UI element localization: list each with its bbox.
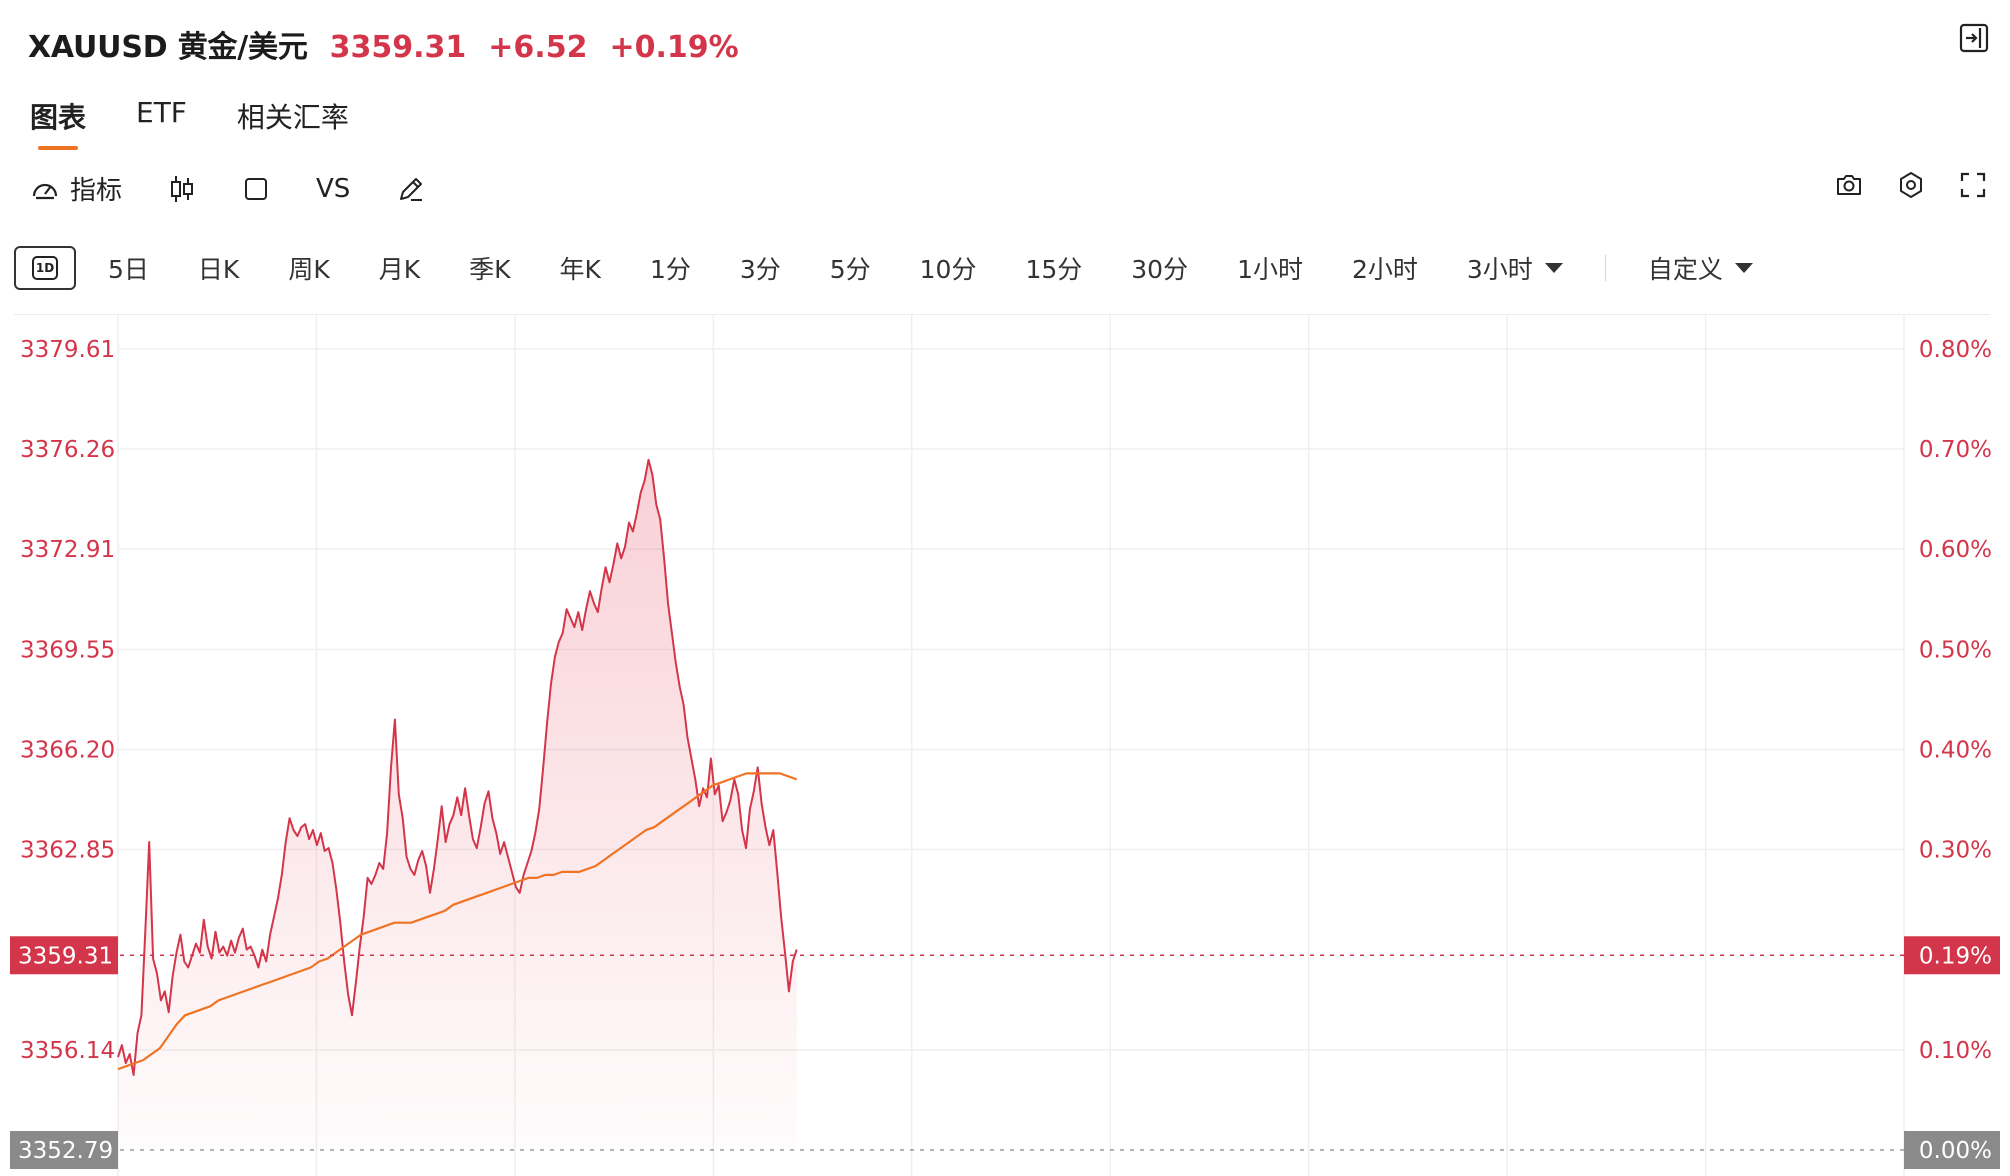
price-change: +6.52 bbox=[488, 30, 588, 65]
layout-button[interactable] bbox=[242, 175, 270, 203]
y-tick-left: 3379.61 bbox=[20, 337, 115, 363]
period-3min[interactable]: 3分 bbox=[739, 255, 781, 284]
current-price-badge-bg bbox=[10, 936, 118, 975]
price-area-fill bbox=[118, 459, 797, 1150]
price-change-percent: +0.19% bbox=[609, 30, 739, 65]
reference-lines bbox=[10, 954, 2000, 1151]
current-pct-badge: 0.19% bbox=[1919, 943, 1992, 969]
candlestick-icon bbox=[168, 174, 196, 204]
axis-labels: 3379.61 0.80% 3376.26 0.70% 3372.91 0.60% 3369… bbox=[10, 337, 2000, 1169]
period-divider bbox=[1604, 255, 1606, 281]
ma-line bbox=[117, 772, 798, 1071]
last-price: 3359.31 bbox=[329, 30, 467, 65]
collapse-panel-icon[interactable] bbox=[1958, 22, 1990, 54]
pencil-icon bbox=[396, 174, 426, 204]
y-tick-right: 0.70% bbox=[1919, 437, 1992, 463]
custom-period-dropdown[interactable]: 自定义 bbox=[1648, 250, 1753, 286]
period-yearly[interactable]: 年K bbox=[559, 255, 601, 284]
drawing-button[interactable] bbox=[396, 174, 426, 204]
y-tick-right: 0.10% bbox=[1919, 1038, 1992, 1064]
y-tick-left: 3366.20 bbox=[20, 738, 115, 764]
period-15min[interactable]: 15分 bbox=[1025, 255, 1083, 284]
gear-icon bbox=[1896, 170, 1926, 200]
y-tick-right: 0.30% bbox=[1919, 838, 1992, 864]
tab-related-fx[interactable]: 相关汇率 bbox=[236, 101, 349, 134]
period-selector: 1D 5日 日K 周K 月K 季K 年K 1分 3分 5分 10分 15分 30… bbox=[14, 246, 1753, 290]
period-5min[interactable]: 5分 bbox=[829, 255, 871, 284]
indicators-button[interactable]: 指标 bbox=[30, 170, 122, 207]
chart-toolbar: 指标 VS bbox=[30, 170, 426, 207]
candlestick-type-button[interactable] bbox=[168, 174, 196, 204]
square-icon bbox=[242, 175, 270, 203]
period-intraday-button[interactable]: 1D bbox=[14, 246, 76, 290]
screenshot-button[interactable] bbox=[1834, 170, 1864, 200]
compare-label: VS bbox=[316, 173, 351, 204]
custom-period-label: 自定义 bbox=[1647, 255, 1723, 284]
period-10min[interactable]: 10分 bbox=[919, 255, 977, 284]
period-monthly[interactable]: 月K bbox=[378, 255, 421, 284]
camera-icon bbox=[1834, 170, 1864, 200]
y-tick-right: 0.80% bbox=[1919, 337, 1992, 363]
y-tick-right: 0.60% bbox=[1919, 537, 1992, 563]
period-3h-dropdown[interactable]: 3小时 bbox=[1467, 250, 1563, 286]
period-3h-label: 3小时 bbox=[1466, 255, 1533, 284]
period-daily[interactable]: 日K bbox=[197, 255, 240, 284]
period-30min[interactable]: 30分 bbox=[1131, 255, 1189, 284]
indicators-label: 指标 bbox=[70, 176, 123, 206]
tab-chart[interactable]: 图表 bbox=[30, 96, 86, 150]
tab-etf[interactable]: ETF bbox=[136, 96, 187, 129]
period-quarterly[interactable]: 季K bbox=[469, 255, 511, 284]
fullscreen-button[interactable] bbox=[1958, 170, 1988, 200]
caret-down-icon bbox=[1734, 263, 1753, 273]
y-tick-right: 0.50% bbox=[1919, 637, 1992, 663]
period-1h[interactable]: 1小时 bbox=[1237, 255, 1303, 284]
prev-close-badge-bg bbox=[10, 1131, 118, 1169]
chart-toolbar-right bbox=[1834, 170, 1988, 200]
current-price-badge: 3359.31 bbox=[18, 943, 113, 969]
price-lines bbox=[117, 458, 798, 1076]
prev-close-badge: 3352.79 bbox=[18, 1138, 113, 1164]
y-tick-left: 3369.55 bbox=[20, 637, 115, 663]
compare-button[interactable]: VS bbox=[316, 174, 350, 204]
prev-close-pct-badge: 0.00% bbox=[1919, 1138, 1992, 1164]
prev-close-pct-badge-bg bbox=[1904, 1131, 2000, 1169]
caret-down-icon bbox=[1544, 263, 1563, 273]
y-tick-left: 3376.26 bbox=[20, 437, 115, 463]
quote-header: XAUUSD 黄金/美元 3359.31 +6.52 +0.19% bbox=[28, 22, 739, 66]
y-tick-left: 3362.85 bbox=[20, 838, 115, 864]
period-weekly[interactable]: 周K bbox=[288, 255, 330, 284]
y-tick-left: 3372.91 bbox=[20, 537, 115, 563]
period-5d[interactable]: 5日 bbox=[108, 255, 149, 284]
price-line bbox=[117, 458, 798, 1076]
current-pct-badge-bg bbox=[1904, 936, 2000, 975]
price-area bbox=[118, 459, 797, 1150]
content-tabs: 图表 ETF 相关汇率 bbox=[30, 96, 349, 150]
period-2h[interactable]: 2小时 bbox=[1352, 255, 1418, 284]
intraday-price-chart[interactable]: 3379.61 0.80% 3376.26 0.70% 3372.91 0.60% 3369… bbox=[0, 314, 2010, 1176]
period-1min[interactable]: 1分 bbox=[649, 255, 691, 284]
y-tick-right: 0.40% bbox=[1919, 738, 1992, 764]
settings-button[interactable] bbox=[1896, 170, 1926, 200]
y-tick-left: 3356.14 bbox=[20, 1038, 115, 1064]
gauge-icon bbox=[30, 174, 60, 204]
expand-icon bbox=[1958, 170, 1988, 200]
symbol-title: XAUUSD 黄金/美元 bbox=[28, 30, 308, 65]
intraday-badge: 1D bbox=[32, 256, 58, 280]
